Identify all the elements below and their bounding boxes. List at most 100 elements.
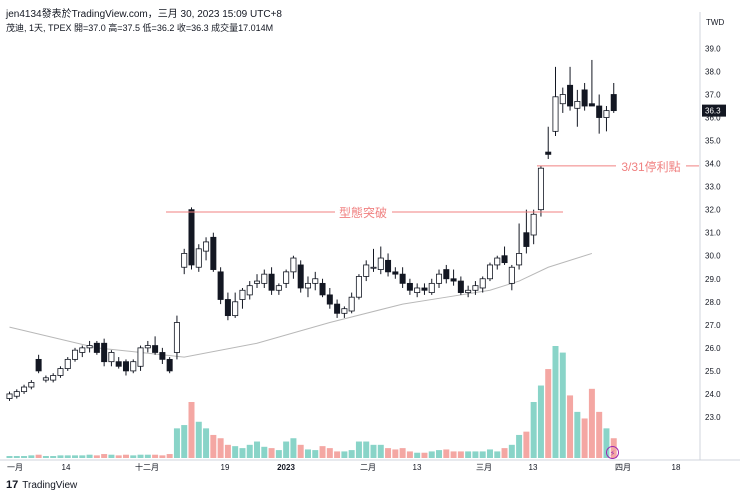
candle-body [261, 273, 268, 284]
volume-bar [516, 434, 523, 458]
price-tick-label: 27.0 [705, 321, 721, 330]
volume-bar [428, 451, 435, 458]
volume-bar [297, 444, 304, 458]
volume-bar [494, 451, 501, 458]
volume-bar [523, 431, 530, 458]
volume-bar [421, 452, 428, 458]
volume-bar [406, 451, 413, 458]
volume-bar [137, 454, 144, 458]
volume-bar [319, 446, 326, 458]
volume-bar [93, 455, 100, 458]
volume-bar [304, 449, 311, 458]
price-tick-label: 38.0 [705, 67, 721, 76]
volume-bar [28, 455, 35, 458]
volume-bar [6, 456, 13, 458]
volume-bar [508, 444, 515, 458]
volume-bar [232, 446, 239, 458]
candle-body [567, 84, 574, 107]
volume-bar [35, 454, 42, 458]
volume-bar [574, 411, 581, 458]
candle-body [304, 282, 311, 289]
candle-body [516, 253, 523, 266]
candle-body [341, 308, 348, 314]
candle-body [108, 352, 115, 363]
candle-body [6, 393, 13, 399]
candle-body [115, 361, 122, 367]
candle-body [414, 287, 421, 293]
time-tick-label: 十二月 [135, 462, 159, 472]
time-tick-label: 二月 [360, 463, 376, 472]
price-tick-label: 26.0 [705, 344, 721, 353]
candle-body [152, 345, 159, 353]
volume-bar [122, 454, 129, 458]
candle-body [363, 264, 370, 277]
last-price-badge [702, 104, 726, 117]
candle-body [465, 289, 472, 293]
volume-bar [108, 454, 115, 458]
candle-body [355, 276, 362, 298]
volume-bar [13, 456, 20, 458]
candle-body [603, 110, 610, 118]
volume-bar [545, 369, 552, 458]
volume-bar [414, 452, 421, 458]
volume-bar [268, 448, 275, 458]
candle-body [166, 358, 173, 372]
price-tick-label: 36.0 [705, 114, 721, 123]
volume-bar [436, 450, 443, 458]
volume-bar [144, 454, 151, 458]
candle-body [130, 361, 137, 372]
tradingview-logo[interactable]: 17 TradingView [6, 479, 77, 491]
volume-bar [472, 451, 479, 458]
candle-body [545, 151, 552, 155]
volume-bar [392, 449, 399, 458]
time-tick-label: 四月 [615, 463, 631, 472]
candle-body [588, 103, 595, 107]
candle-body [64, 358, 71, 369]
volume-bar [42, 456, 49, 458]
axes: TWD 23.0 24.0 25.0 26.0 27.0 28.0 29.0 30.0 31.0 3… [0, 12, 740, 472]
candle-body [224, 299, 231, 317]
candle-body [50, 375, 57, 381]
volume-bar [603, 428, 610, 458]
volume-bar [72, 455, 79, 458]
price-tick-label: 28.0 [705, 298, 721, 307]
volume-bar [275, 450, 282, 458]
take-profit-label: 3/31停利點 [621, 159, 680, 174]
candle-body [217, 271, 224, 300]
price-tick-label: 24.0 [705, 390, 721, 399]
candle-body [348, 296, 355, 312]
candle-body [581, 89, 588, 107]
volume-bars [6, 346, 617, 458]
volume-bar [261, 446, 268, 458]
candle-body [370, 266, 377, 269]
candle-body [537, 167, 544, 211]
volume-bar [152, 454, 159, 458]
volume-bar [166, 454, 173, 458]
lightning-icon[interactable]: ⚡ [606, 446, 619, 459]
candle-body [203, 241, 210, 252]
volume-bar [326, 448, 333, 458]
price-tick-label: 37.0 [705, 90, 721, 99]
volume-bar [399, 448, 406, 458]
volume-bar [101, 454, 108, 458]
candle-body [610, 94, 617, 112]
volume-bar [239, 448, 246, 458]
candle-body [421, 287, 428, 291]
volume-bar [130, 455, 137, 458]
price-tick-label: 32.0 [705, 206, 721, 215]
candle-body [523, 232, 530, 247]
candle-body [275, 285, 282, 291]
volume-bar [341, 451, 348, 458]
candle-body [319, 282, 326, 296]
volume-bar [479, 451, 486, 458]
candle-body [144, 345, 151, 349]
last-price-label: 36.3 [705, 107, 721, 116]
volume-bar [450, 451, 457, 458]
candle-body [596, 105, 603, 118]
price-tick-label: 33.0 [705, 183, 721, 192]
volume-bar [290, 438, 297, 458]
symbol-info: 茂迪, 1天, TPEX 開=37.0 高=37.5 低=36.2 收=36.3… [6, 23, 274, 33]
volume-bar [486, 449, 493, 458]
volume-bar [552, 346, 559, 458]
